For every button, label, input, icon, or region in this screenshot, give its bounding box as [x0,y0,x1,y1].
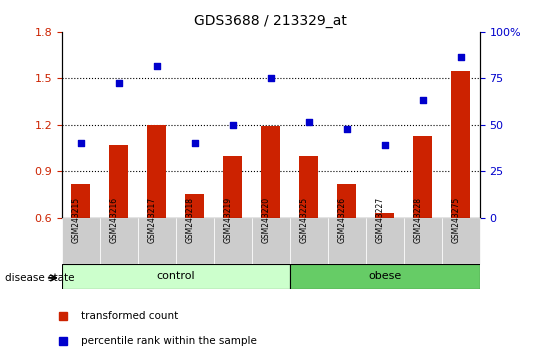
Text: GSM243215: GSM243215 [72,197,81,243]
Point [305,119,313,125]
Text: obese: obese [368,271,402,281]
Point [191,141,199,146]
Point [266,75,275,81]
Bar [138,218,176,264]
Bar [185,194,204,218]
Text: GSM243219: GSM243219 [224,197,233,243]
Bar [404,218,442,264]
Bar [214,218,252,264]
Text: GSM243217: GSM243217 [148,197,157,243]
Text: GSM243220: GSM243220 [262,197,271,243]
Bar [290,218,328,264]
Bar [299,156,319,218]
Bar [261,126,280,218]
Point [342,127,351,132]
Point [77,141,85,146]
Bar [442,218,480,264]
Point [115,80,123,86]
Bar [413,136,432,218]
Text: percentile rank within the sample: percentile rank within the sample [81,336,257,346]
Bar [252,218,290,264]
Text: GSM243226: GSM243226 [338,197,347,243]
Bar [72,184,91,218]
Bar [366,218,404,264]
Bar [148,125,167,218]
Bar [290,264,480,289]
Bar [223,156,243,218]
Bar [451,70,470,218]
Bar [109,145,128,218]
Text: GSM243225: GSM243225 [300,197,309,243]
Point [381,142,389,148]
Title: GDS3688 / 213329_at: GDS3688 / 213329_at [195,14,347,28]
Point [418,97,427,103]
Text: control: control [157,271,195,281]
Text: GSM243275: GSM243275 [452,197,461,243]
Text: disease state: disease state [5,273,75,283]
Text: GSM243216: GSM243216 [110,197,119,243]
Text: GSM243218: GSM243218 [186,197,195,243]
Bar [328,218,366,264]
Bar [337,184,356,218]
Bar [100,218,138,264]
Point [457,54,465,59]
Point [153,63,161,69]
Text: GSM243227: GSM243227 [376,197,385,243]
Text: transformed count: transformed count [81,311,178,321]
Bar [62,264,290,289]
Bar [176,218,214,264]
Bar [62,218,100,264]
Text: GSM243228: GSM243228 [414,197,423,243]
Bar [375,213,394,218]
Point [229,122,237,128]
